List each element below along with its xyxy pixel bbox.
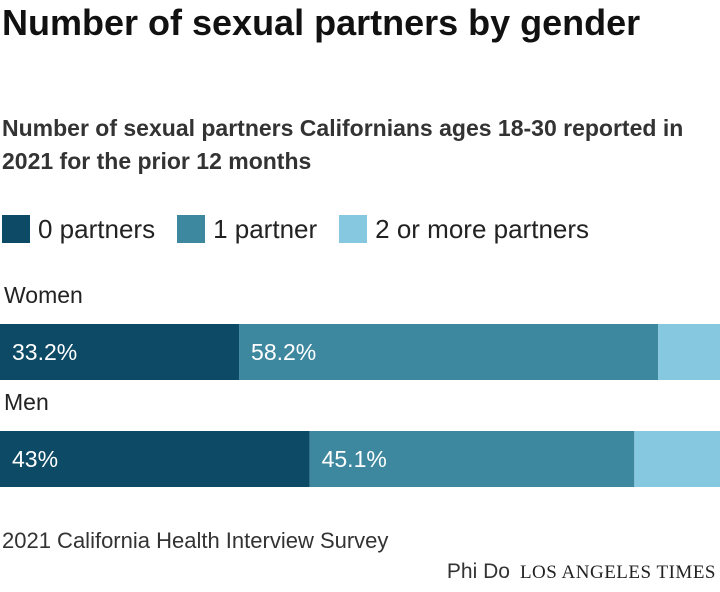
publisher-logo-text: LOS ANGELES TIMES [519,562,716,583]
category-label-men: Men [4,389,49,415]
bar-men-0-partners [0,431,310,487]
stacked-bar-chart: Women 33.2% 58.2% Men 43% 45.1% [0,282,720,487]
bar-men-1-partner [309,431,635,487]
bar-women-1-partner [239,324,659,380]
legend-swatch-2-or-more-partners [339,215,368,243]
legend-swatch-0-partners [2,215,30,243]
bar-women-2-or-more-partners [658,324,720,380]
data-label-women-0-partners: 33.2% [12,339,77,365]
legend-item-1-partner: 1 partner [177,214,317,245]
chart-subtitle: Number of sexual partners Californians a… [2,115,684,174]
bar-men-2-or-more-partners [634,431,720,487]
legend: 0 partners 1 partner 2 or more partners [2,212,611,246]
legend-label-0-partners: 0 partners [38,213,156,244]
data-label-women-1-partner: 58.2% [251,339,316,365]
legend-label-1-partner: 1 partner [213,213,318,244]
legend-swatch-1-partner [177,215,206,243]
data-label-men-1-partner: 45.1% [322,446,387,472]
credit-line: Phi Do LOS ANGELES TIMES [447,560,716,584]
credit-author: Phi Do [446,560,510,583]
legend-item-0-partners: 0 partners [2,214,155,245]
chart-title: Number of sexual partners by gender [2,2,641,43]
source-note: 2021 California Health Interview Survey [2,528,389,553]
legend-label-2-or-more-partners: 2 or more partners [375,213,590,244]
bar-women-0-partners [0,324,240,380]
data-label-men-0-partners: 43% [12,446,58,472]
category-label-women: Women [4,282,83,308]
legend-item-2-or-more-partners: 2 or more partners [339,214,589,245]
